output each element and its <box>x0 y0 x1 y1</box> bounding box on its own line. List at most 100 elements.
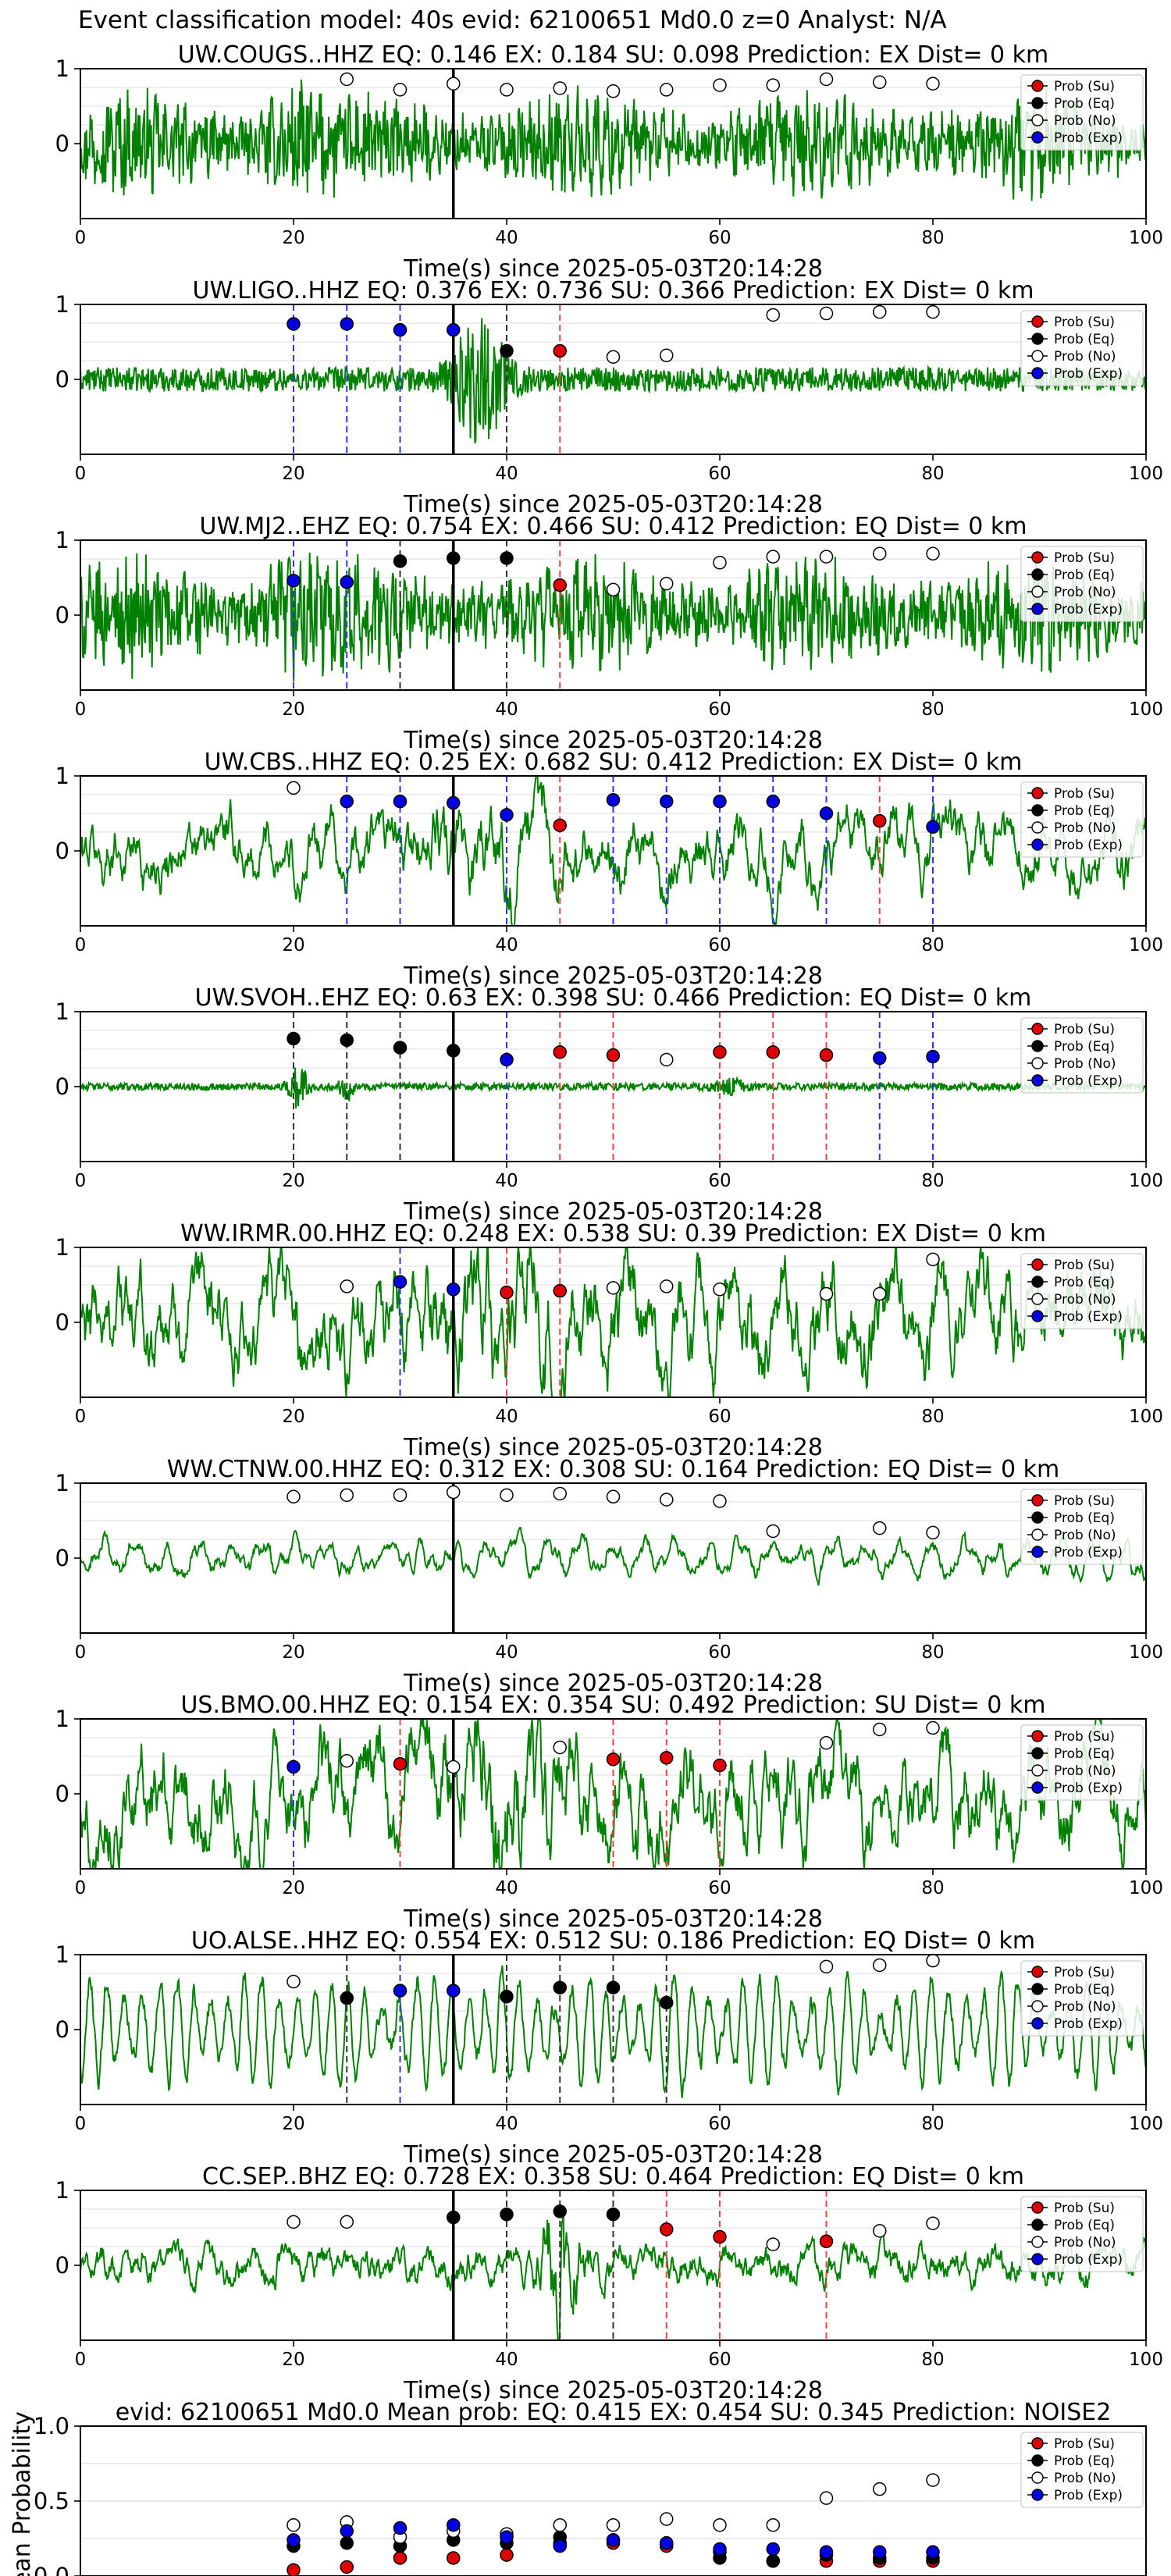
legend: Prob (Su)Prob (Eq)Prob (No)Prob (Exp) <box>1020 310 1144 386</box>
probability-point <box>287 2517 301 2532</box>
probability-point <box>766 2237 780 2251</box>
x-tick-label: 40 <box>495 1171 518 1191</box>
probability-point <box>660 794 674 809</box>
probability-point <box>287 2563 301 2576</box>
legend-marker <box>1031 1074 1044 1087</box>
legend-label: Prob (Su) <box>1054 2201 1115 2216</box>
y-tick-label: 1 <box>55 1470 69 1496</box>
seismogram-trace <box>80 318 1147 444</box>
probability-point <box>447 2210 461 2225</box>
probability-point <box>340 317 354 331</box>
probability-point <box>606 2517 621 2532</box>
legend: Prob (Su)Prob (Eq)Prob (No)Prob (Exp) <box>1020 1960 1144 2037</box>
probability-point <box>287 1974 301 1989</box>
station-panel-7: WW.CTNW.00.HHZ EQ: 0.312 EX: 0.308 SU: 0… <box>55 1456 1163 1697</box>
legend-marker <box>1031 787 1044 799</box>
legend-marker <box>1031 603 1044 615</box>
legend: Prob (Su)Prob (Eq)Prob (No)Prob (Exp) <box>1020 546 1144 622</box>
probability-point <box>447 2551 461 2565</box>
legend-label: Prob (No) <box>1054 2235 1116 2250</box>
probability-point <box>660 2222 674 2236</box>
probability-point <box>340 575 354 589</box>
legend-label: Prob (Eq) <box>1054 1039 1115 1055</box>
probability-point <box>393 83 408 97</box>
probability-point <box>660 1052 674 1067</box>
legend-label: Prob (No) <box>1054 113 1116 129</box>
legend-marker <box>1031 80 1044 92</box>
y-tick-label: 1 <box>55 1706 69 1732</box>
legend-marker <box>1031 315 1044 328</box>
x-tick-label: 0 <box>75 228 87 248</box>
probability-point <box>500 808 514 822</box>
legend-box <box>1020 1724 1144 1801</box>
legend: Prob (Su)Prob (Eq)Prob (No)Prob (Exp) <box>1020 1017 1144 1094</box>
probability-point <box>713 2517 727 2532</box>
legend-label: Prob (No) <box>1054 1763 1116 1779</box>
y-tick-label: 0 <box>55 1545 69 1571</box>
x-tick-label: 0 <box>75 2350 87 2370</box>
x-tick-label: 60 <box>708 2350 731 2370</box>
probability-point <box>340 1033 354 1048</box>
legend-label: Prob (No) <box>1054 349 1116 365</box>
x-tick-label: 40 <box>495 935 518 955</box>
legend-marker <box>1031 2454 1044 2467</box>
legend: Prob (Su)Prob (Eq)Prob (No)Prob (Exp) <box>1020 2196 1144 2272</box>
station-panel-10: CC.SEP..BHZ EQ: 0.728 EX: 0.358 SU: 0.46… <box>55 2163 1163 2404</box>
legend-label: Prob (Exp) <box>1054 838 1123 853</box>
panel-title: UW.COUGS..HHZ EQ: 0.146 EX: 0.184 SU: 0.… <box>178 41 1049 69</box>
probability-point <box>500 1990 514 2004</box>
probability-point <box>926 1252 940 1267</box>
probability-point <box>287 317 301 331</box>
y-tick-label: 1 <box>55 1941 69 1968</box>
legend-label: Prob (Eq) <box>1054 2218 1115 2233</box>
legend-marker <box>1031 1276 1044 1288</box>
legend: Prob (Su)Prob (Eq)Prob (No)Prob (Exp) <box>1020 74 1144 151</box>
x-tick-label: 100 <box>1129 1642 1163 1663</box>
probability-point <box>447 1759 461 1774</box>
probability-point <box>287 781 301 795</box>
probability-point <box>393 2551 408 2565</box>
probability-point <box>500 343 514 358</box>
probability-point <box>819 306 834 321</box>
legend-marker <box>1031 1310 1044 1322</box>
legend-marker <box>1031 1966 1044 1978</box>
probability-point <box>766 1045 780 1059</box>
x-tick-label: 60 <box>708 464 731 484</box>
legend-label: Prob (Exp) <box>1054 366 1123 382</box>
legend-label: Prob (Su) <box>1054 79 1115 94</box>
y-tick-label: 1.0 <box>34 2413 69 2439</box>
probability-point <box>606 350 621 364</box>
probability-point <box>926 546 940 561</box>
probability-point <box>553 578 567 592</box>
legend-label: Prob (Eq) <box>1054 1510 1115 1526</box>
legend-marker <box>1031 568 1044 581</box>
y-tick-label: 0 <box>55 1781 69 1807</box>
legend-box <box>1020 310 1144 386</box>
x-tick-label: 20 <box>282 1642 304 1663</box>
probability-point <box>926 76 940 91</box>
x-tick-label: 0 <box>75 1171 87 1191</box>
legend-label: Prob (Exp) <box>1054 130 1123 146</box>
legend-marker <box>1031 1511 1044 1524</box>
legend-marker <box>1031 1983 1044 1995</box>
legend-marker <box>1031 97 1044 109</box>
legend-marker <box>1031 2253 1044 2265</box>
legend-marker <box>1031 821 1044 834</box>
x-tick-label: 60 <box>708 1407 731 1427</box>
x-tick-label: 60 <box>708 2114 731 2134</box>
probability-point <box>340 1279 354 1293</box>
probability-point <box>393 1275 408 1289</box>
probability-point <box>660 2512 674 2526</box>
x-axis-label: Time(s) since 2025-05-03T20:14:28 <box>403 491 823 518</box>
probability-point <box>447 795 461 810</box>
legend-marker <box>1031 350 1044 362</box>
legend-label: Prob (No) <box>1054 820 1116 836</box>
probability-point <box>340 2536 354 2550</box>
probability-point <box>393 1041 408 1055</box>
probability-point <box>340 72 354 87</box>
probability-point <box>553 818 567 833</box>
x-tick-label: 20 <box>282 1407 304 1427</box>
probability-point <box>606 2533 621 2547</box>
x-tick-label: 20 <box>282 228 304 248</box>
